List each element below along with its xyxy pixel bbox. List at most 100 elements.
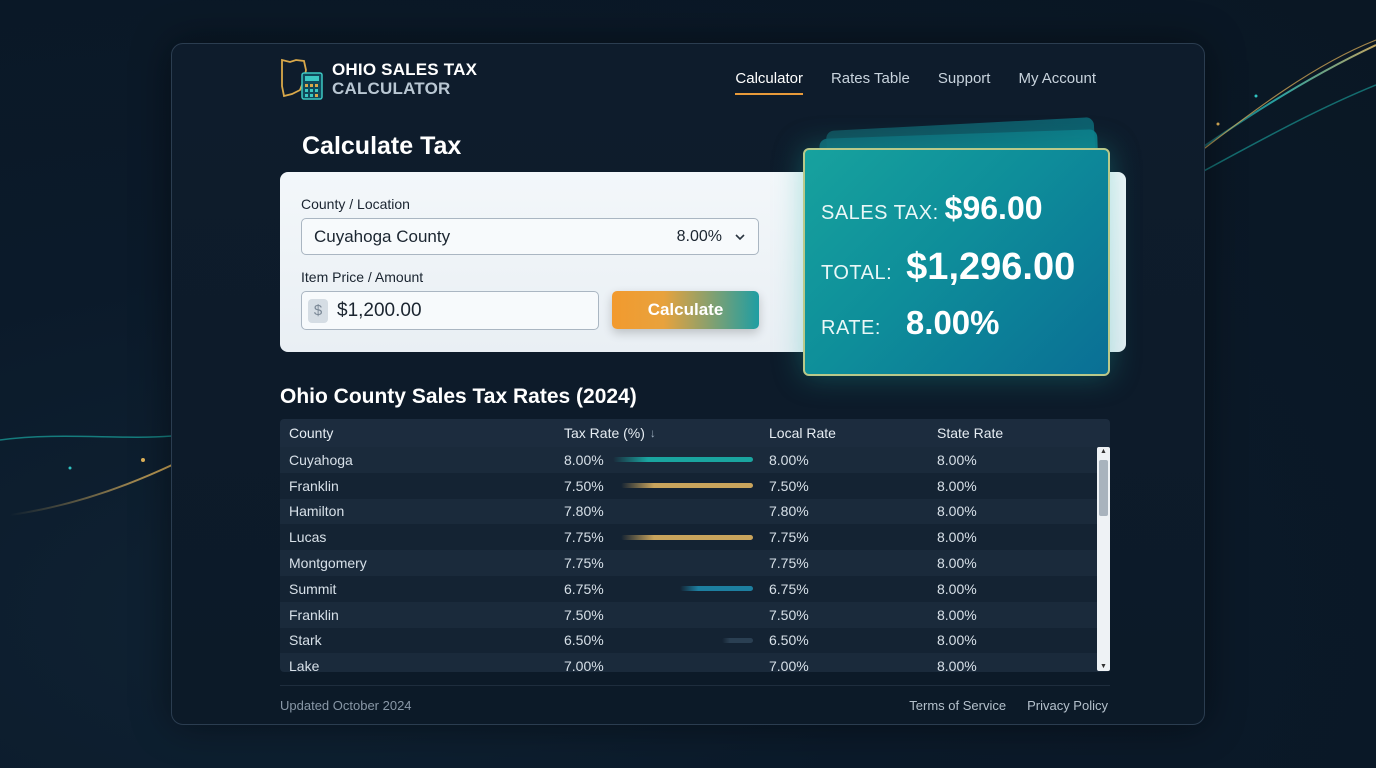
price-label: Item Price / Amount [301, 269, 424, 285]
cell-tax-rate: 6.75% [555, 581, 760, 597]
header-county[interactable]: County [289, 425, 334, 441]
rate-bar [613, 612, 753, 617]
cell-tax-rate: 7.00% [555, 658, 760, 672]
rate-bar [613, 664, 753, 669]
cell-local-rate: 7.75% [769, 529, 809, 546]
table-row[interactable]: Stark 6.50% 6.50% 8.00% [280, 627, 1110, 654]
county-select[interactable]: Cuyahoga County 8.00% [301, 218, 759, 255]
scroll-thumb[interactable] [1099, 460, 1108, 516]
tax-rate-value: 7.50% [564, 477, 604, 494]
rate-row: RATE: 8.00% [821, 304, 1000, 342]
calculate-button[interactable]: Calculate [612, 291, 759, 329]
rate-bar [613, 534, 753, 540]
table-row[interactable]: Lucas 7.75% 7.75% 8.00% [280, 524, 1110, 551]
cell-state-rate: 8.00% [937, 580, 977, 597]
result-card: SALES TAX: $96.00 TOTAL: $1,296.00 RATE:… [803, 148, 1110, 376]
header-local-rate[interactable]: Local Rate [769, 425, 836, 441]
tax-rate-value: 7.75% [564, 555, 604, 572]
scroll-down-icon[interactable]: ▼ [1100, 663, 1107, 670]
header-tax-rate-label: Tax Rate (%) [564, 425, 645, 441]
rate-bar [613, 457, 753, 463]
cell-state-rate: 8.00% [937, 477, 977, 494]
total-row: TOTAL: $1,296.00 [821, 246, 1075, 289]
nav-rates-table[interactable]: Rates Table [830, 70, 910, 87]
cell-local-rate: 7.80% [769, 503, 809, 520]
rate-bar [613, 561, 753, 566]
brand-line2: CALCULATOR [332, 79, 451, 98]
cell-county: Hamilton [289, 503, 345, 520]
cell-tax-rate: 8.00% [555, 452, 760, 468]
header-state-rate[interactable]: State Rate [937, 425, 1004, 441]
rate-bar-fill [621, 534, 753, 540]
county-select-rate: 8.00% [676, 227, 722, 245]
cell-tax-rate: 7.50% [555, 478, 760, 494]
total-value: $1,296.00 [906, 246, 1076, 288]
tax-rate-value: 6.50% [564, 632, 604, 649]
nav-my-account[interactable]: My Account [1018, 70, 1096, 87]
nav-support[interactable]: Support [937, 70, 991, 87]
table-row[interactable]: Montgomery 7.75% 7.75% 8.00% [280, 550, 1110, 576]
rate-label: RATE: [821, 317, 881, 339]
table-row[interactable]: Lake 7.00% 7.00% 8.00% [280, 653, 1110, 672]
table-header: County Tax Rate (%) ↓ Local Rate State R… [280, 419, 1110, 447]
county-select-value: Cuyahoga County [314, 226, 451, 246]
cell-county: Lucas [289, 529, 327, 546]
chevron-down-icon [735, 233, 745, 240]
rate-bar [613, 509, 753, 514]
footer-updated: Updated October 2024 [280, 698, 412, 713]
nav-calculator[interactable]: Calculator [735, 70, 803, 95]
table-row[interactable]: Franklin 7.50% 7.50% 8.00% [280, 601, 1110, 628]
sales-tax-row: SALES TAX: $96.00 [821, 190, 1043, 227]
cell-tax-rate: 7.50% [555, 607, 760, 623]
cell-local-rate: 7.50% [769, 606, 809, 623]
footer-divider [280, 685, 1110, 686]
cell-state-rate: 8.00% [937, 658, 977, 672]
table-row[interactable]: Summit 6.75% 6.75% 8.00% [280, 575, 1110, 602]
cell-local-rate: 7.75% [769, 555, 809, 572]
brand-line1: OHIO SALES TAX [332, 60, 478, 79]
table-scrollbar[interactable]: ▲ ▼ [1097, 447, 1110, 671]
table-body: Cuyahoga 8.00% 8.00% 8.00% Franklin 7.50% 7.50… [280, 447, 1110, 672]
footer-links: Terms of Service Privacy Policy [909, 698, 1108, 713]
tax-rate-value: 8.00% [564, 451, 604, 468]
brand-name: OHIO SALES TAX CALCULATOR [332, 60, 477, 98]
brand-logo[interactable]: OHIO SALES TAX CALCULATOR [280, 56, 477, 102]
table-row[interactable]: Cuyahoga 8.00% 8.00% 8.00% [280, 447, 1110, 473]
cell-state-rate: 8.00% [937, 503, 977, 520]
table-row[interactable]: Franklin 7.50% 7.50% 8.00% [280, 472, 1110, 499]
price-input[interactable] [337, 299, 577, 322]
privacy-policy-link[interactable]: Privacy Policy [1027, 698, 1108, 713]
scroll-up-icon[interactable]: ▲ [1100, 448, 1107, 455]
cell-local-rate: 8.00% [769, 451, 809, 468]
dollar-icon: $ [308, 298, 328, 323]
header-tax-rate[interactable]: Tax Rate (%) ↓ [555, 425, 760, 441]
page-title: Calculate Tax [302, 132, 462, 160]
tax-rate-value: 7.75% [564, 529, 604, 546]
cell-county: Franklin [289, 477, 339, 494]
cell-county: Cuyahoga [289, 451, 353, 468]
ohio-calculator-icon [281, 58, 323, 100]
cell-tax-rate: 6.50% [555, 632, 760, 648]
cell-local-rate: 6.50% [769, 632, 809, 649]
cell-local-rate: 7.50% [769, 477, 809, 494]
price-field[interactable]: $ [301, 291, 599, 330]
tax-rate-value: 7.00% [564, 658, 604, 672]
tax-rate-value: 7.50% [564, 606, 604, 623]
rate-value: 8.00% [905, 304, 1000, 341]
app-window: OHIO SALES TAX CALCULATOR Calculator Rat… [171, 43, 1205, 725]
cell-local-rate: 7.00% [769, 658, 809, 672]
rates-table-title: Ohio County Sales Tax Rates (2024) [280, 385, 637, 408]
sales-tax-value: $96.00 [944, 190, 1043, 226]
terms-of-service-link[interactable]: Terms of Service [909, 698, 1007, 713]
cell-county: Stark [289, 632, 322, 649]
cell-local-rate: 6.75% [769, 580, 809, 597]
sales-tax-label: SALES TAX: [821, 202, 939, 224]
county-label: County / Location [301, 196, 410, 212]
cell-tax-rate: 7.75% [555, 529, 760, 545]
cell-state-rate: 8.00% [937, 451, 977, 468]
rates-table: County Tax Rate (%) ↓ Local Rate State R… [280, 419, 1110, 672]
cell-state-rate: 8.00% [937, 632, 977, 649]
table-row[interactable]: Hamilton 7.80% 7.80% 8.00% [280, 498, 1110, 525]
cell-county: Franklin [289, 606, 339, 623]
cell-county: Summit [289, 580, 337, 597]
